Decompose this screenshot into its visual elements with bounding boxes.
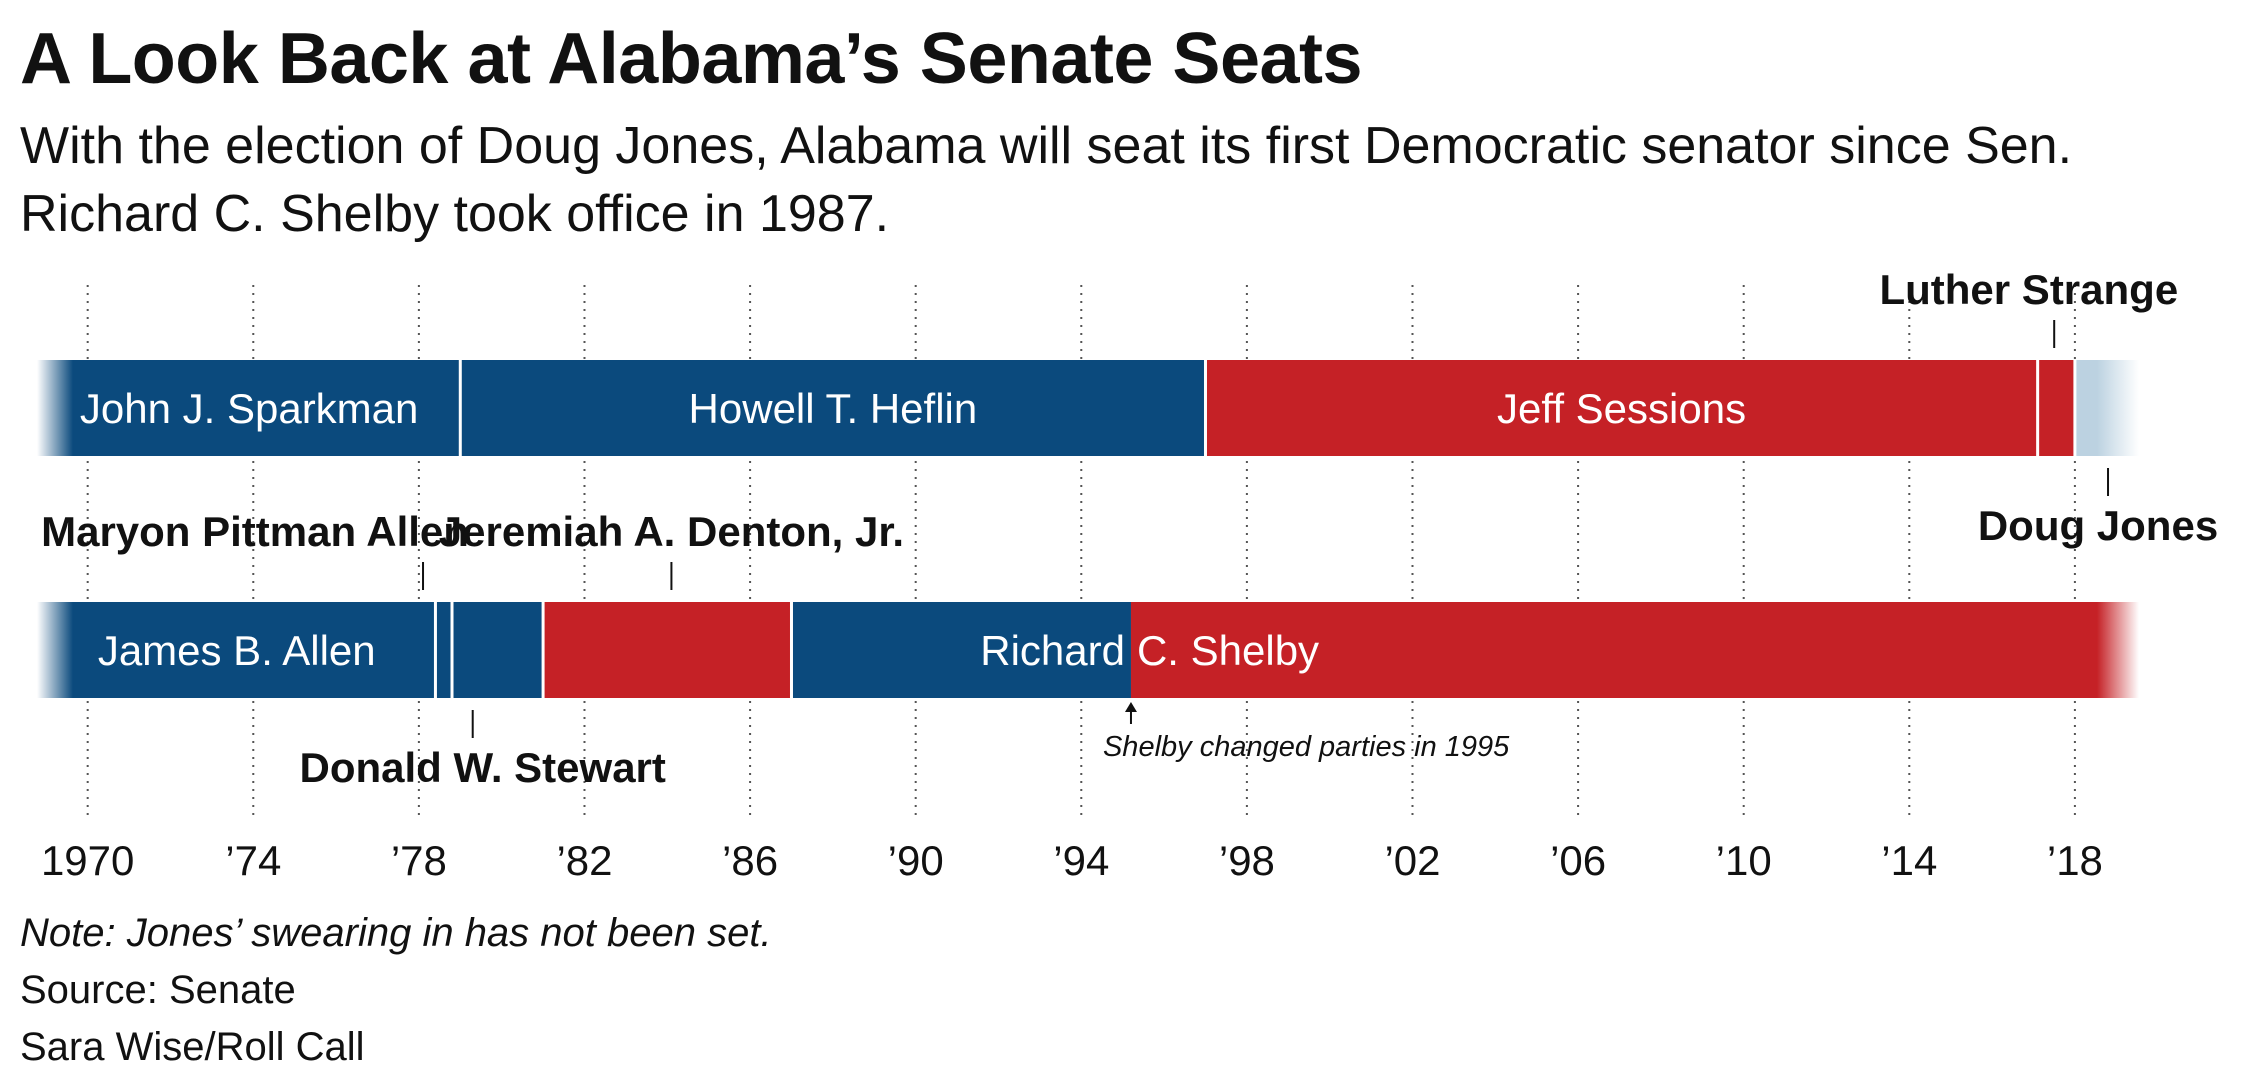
x-tick-label: ’10 — [1716, 837, 1772, 884]
chart-subtitle: With the election of Doug Jones, Alabama… — [20, 117, 2073, 243]
term-callout-label: Jeremiah A. Denton, Jr. — [439, 508, 904, 555]
footer-source: Source: Senate — [20, 968, 296, 1012]
bar-fade-left — [37, 360, 73, 456]
annotation-text: Shelby changed parties in 1995 — [1103, 731, 1510, 763]
bar-democrat — [791, 602, 1131, 698]
x-tick-label: ’06 — [1550, 837, 1606, 884]
bar-democrat — [460, 360, 1206, 456]
x-tick-label: ’74 — [225, 837, 281, 884]
timeline-chart: John J. Sparkman Howell T. Heflin Jeff Ses… — [37, 266, 2218, 884]
term-callout-label: Doug Jones — [1978, 502, 2218, 549]
term-callout-label: Maryon Pittman Allen — [41, 508, 469, 555]
term-label: James B. Allen — [98, 627, 376, 674]
x-tick-label: ’82 — [556, 837, 612, 884]
bar-fade-right — [2097, 360, 2139, 456]
timeline-bars — [37, 360, 2139, 698]
timeline-labels: John J. Sparkman Howell T. Heflin Jeff Ses… — [41, 266, 2218, 791]
bar-democrat — [452, 602, 544, 698]
bar-fade-left — [37, 602, 73, 698]
term-label: C. Shelby — [1137, 627, 1319, 674]
footer-note: Note: Jones’ swearing in has not been se… — [20, 911, 772, 955]
x-tick-label: 1970 — [41, 837, 134, 884]
x-tick-label: ’78 — [391, 837, 447, 884]
bar-democrat — [435, 602, 453, 698]
term-callout-label: Luther Strange — [1879, 266, 2178, 313]
bar-fade-right — [2097, 602, 2139, 698]
term-label: Richard — [980, 627, 1125, 674]
footer-credit: Sara Wise/Roll Call — [20, 1025, 365, 1069]
x-tick-label: ’02 — [1384, 837, 1440, 884]
x-tick-label: ’94 — [1053, 837, 1109, 884]
bar-democrat — [38, 360, 461, 456]
chart-title: A Look Back at Alabama’s Senate Seats — [20, 19, 1363, 99]
term-label: Howell T. Heflin — [689, 385, 978, 432]
x-tick-label: ’86 — [722, 837, 778, 884]
footer: Note: Jones’ swearing in has not been se… — [20, 905, 772, 1076]
annotation-arrowhead — [1124, 702, 1137, 712]
x-tick-label: ’90 — [888, 837, 944, 884]
term-label: John J. Sparkman — [80, 385, 419, 432]
bar-republican — [543, 602, 792, 698]
bar-republican — [2037, 360, 2075, 456]
x-tick-label: ’98 — [1219, 837, 1275, 884]
bar-democrat — [38, 602, 436, 698]
bar-republican — [1130, 602, 2137, 698]
x-tick-label: ’18 — [2047, 837, 2103, 884]
x-axis: 1970 ’74 ’78 ’82 ’86 ’90 ’94 ’98 ’02 ’06 ’10 ’14 ’18 — [41, 837, 2103, 884]
term-label: Jeff Sessions — [1497, 385, 1746, 432]
x-tick-label: ’14 — [1881, 837, 1937, 884]
term-callout-label: Donald W. Stewart — [300, 744, 666, 791]
bar-republican — [1205, 360, 2038, 456]
